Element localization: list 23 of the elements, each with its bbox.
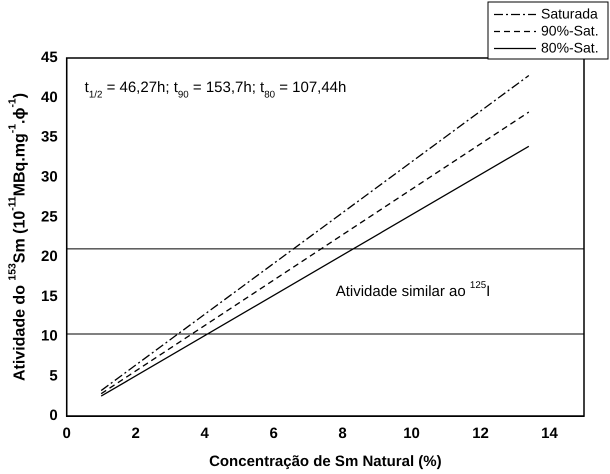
x-tick-label: 8: [338, 425, 347, 442]
y-tick-label: 10: [40, 328, 58, 345]
x-tick-label: 2: [131, 425, 140, 442]
y-tick-label: 45: [40, 49, 58, 66]
y-tick-label: 5: [49, 367, 58, 384]
x-tick-label: 14: [541, 425, 559, 442]
y-tick-label: 40: [40, 88, 58, 106]
x-tick-label: 12: [472, 425, 489, 442]
text: Atividade do 153Sm (10-11MBq.mg-1.ϕ-1): [8, 92, 28, 382]
y-tick-label: 35: [40, 128, 58, 146]
y-tick-label: 30: [40, 168, 58, 186]
legend-label: 80%-Sat.: [541, 39, 599, 56]
x-tick-label: 0: [62, 425, 71, 442]
y-tick-label: 20: [40, 248, 58, 266]
legend-label: Saturada: [541, 5, 598, 22]
legend-label: 90%-Sat.: [541, 22, 599, 38]
y-tick-label: 0: [49, 407, 58, 424]
x-tick-label: 10: [403, 425, 420, 442]
x-tick-label: 4: [200, 425, 210, 442]
x-tick-label: 6: [269, 425, 278, 442]
y-tick-label: 15: [40, 288, 58, 305]
y-tick-label: 25: [40, 208, 58, 226]
x-axis-title: Concentração de Sm Natural (%): [209, 453, 442, 470]
